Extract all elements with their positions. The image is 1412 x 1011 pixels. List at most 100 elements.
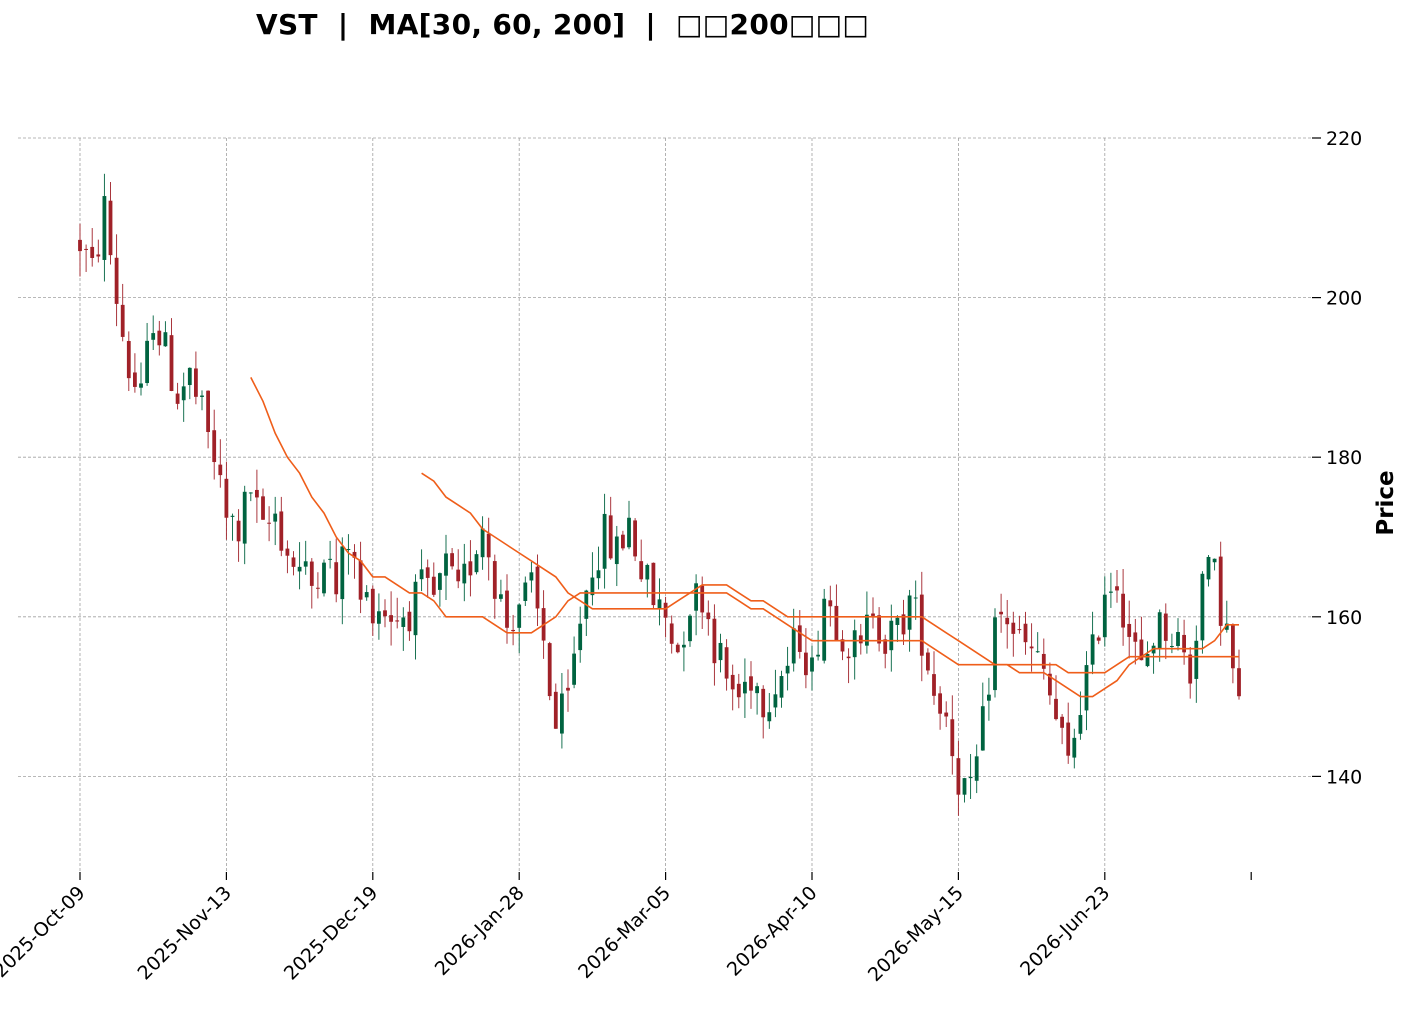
candle-up [852, 630, 857, 658]
candle-up [1176, 631, 1180, 646]
candle-up [974, 756, 979, 781]
candle-down [547, 643, 552, 697]
candle-down [1011, 622, 1016, 634]
candle-down [1048, 673, 1052, 696]
candle-up [1090, 634, 1095, 665]
y-tick-label: 220 [1326, 128, 1362, 150]
candle-down [212, 430, 217, 463]
candle-down [1231, 624, 1235, 669]
candle-down [157, 330, 162, 346]
candle-down [999, 611, 1003, 615]
candle-up [779, 676, 784, 698]
candle-up [322, 562, 326, 594]
y-axis-label: Price [1373, 470, 1399, 535]
candle-down [84, 248, 88, 250]
candle-up [200, 395, 204, 397]
y-tick-label: 160 [1326, 607, 1362, 629]
candle-up [438, 573, 442, 590]
candle-up [657, 599, 662, 609]
candle-up [181, 386, 186, 401]
candle-down [383, 610, 387, 617]
candle-up [572, 653, 576, 685]
candle-up [895, 617, 900, 625]
candle-up [596, 570, 601, 579]
candle-up [1200, 573, 1205, 641]
candle-up [865, 614, 869, 646]
candle-down [1029, 646, 1034, 649]
candle-down [1133, 632, 1138, 642]
candle-up [785, 665, 790, 674]
candle-up [1102, 594, 1107, 638]
candle-down [639, 561, 644, 580]
candle-down [120, 304, 125, 337]
candle-up [151, 333, 156, 340]
x-tick-label: 2026-Jun-23 [1016, 882, 1114, 980]
candle-down [1218, 556, 1223, 626]
candle-up [1224, 623, 1229, 630]
candle-down [114, 257, 119, 304]
x-tick-label: 2026-Mar-05 [574, 882, 675, 983]
candle-down [871, 613, 875, 616]
candle-down [761, 688, 766, 718]
candle-down [505, 590, 509, 628]
candle-up [987, 694, 991, 701]
candle-down [553, 691, 558, 729]
candle-down [566, 687, 570, 691]
candle-down [858, 635, 863, 644]
candle-down [175, 393, 180, 404]
candle-down [334, 562, 339, 595]
grid-layer [18, 137, 1312, 872]
candle-down [883, 639, 888, 654]
candle-up [102, 196, 107, 260]
candle-down [840, 639, 845, 652]
candle-up [810, 657, 814, 672]
candle-down [78, 239, 82, 252]
candle-down [663, 602, 668, 618]
candle-down [926, 652, 930, 671]
candle-up [1084, 665, 1089, 711]
candle-up [791, 628, 796, 664]
candle-down [511, 629, 515, 632]
candle-down [285, 548, 290, 556]
candle-down [133, 372, 137, 387]
candle-down [919, 594, 924, 656]
candle-down [1188, 654, 1193, 684]
candle-down [370, 588, 375, 624]
candle-up [1072, 737, 1077, 758]
candle-up [248, 492, 253, 494]
candle-up [980, 706, 985, 751]
candle-up [523, 582, 528, 601]
candle-down [834, 605, 839, 641]
candle-down [749, 676, 753, 691]
candle-down [492, 561, 497, 599]
candle-up [1194, 640, 1199, 679]
candle-up [303, 561, 308, 567]
candle-up [1035, 651, 1040, 653]
candle-up [694, 583, 698, 611]
candle-down [450, 553, 454, 567]
candle-down [1041, 653, 1046, 669]
candle-up [1078, 715, 1083, 734]
candle-down [96, 254, 101, 257]
candle-down [724, 647, 729, 679]
candle-up [517, 604, 522, 628]
candle-up [743, 681, 747, 694]
candle-down [950, 719, 955, 757]
candle-down [358, 560, 363, 600]
candle-up [1212, 558, 1217, 563]
y-tick-label: 180 [1326, 447, 1362, 469]
candle-up [767, 712, 772, 722]
candle-up [145, 340, 149, 384]
candle-down [468, 561, 473, 576]
candle-down [486, 533, 491, 558]
candle-down [712, 618, 717, 664]
candle-up [1206, 556, 1211, 580]
candle-down [352, 551, 357, 558]
candle-up [364, 592, 369, 598]
candle-down [126, 341, 131, 379]
candle-down [1127, 623, 1132, 637]
x-tick-label: 2025-Oct-09 [0, 882, 90, 982]
candle-up [907, 595, 912, 630]
candle-down [194, 368, 198, 397]
candle-down [901, 614, 906, 635]
